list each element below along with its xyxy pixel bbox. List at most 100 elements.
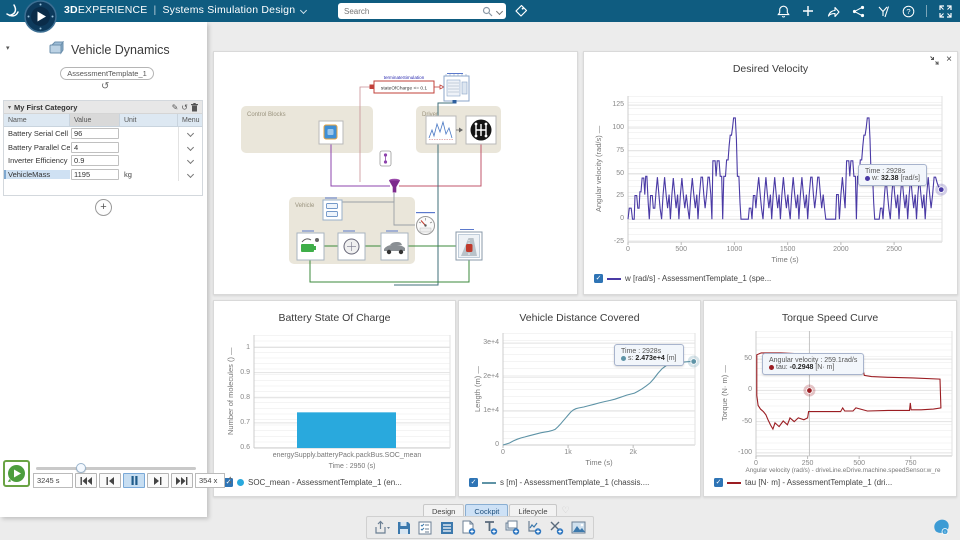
run-simulation-button[interactable] (3, 460, 30, 487)
chevron-down-icon[interactable] (300, 6, 308, 14)
search-bar[interactable] (338, 3, 506, 19)
notifications-icon[interactable] (776, 4, 790, 18)
axis-tick: 125 (612, 101, 624, 109)
y-axis-label: Torque (N· m) — (720, 365, 729, 422)
parameter-value-input[interactable] (71, 168, 119, 180)
parameter-row-selected: VehicleMass kg (4, 167, 202, 181)
restore-panel-icon[interactable] (930, 55, 940, 65)
column-value[interactable]: Value (70, 114, 120, 127)
export-icon[interactable] (374, 520, 390, 536)
skip-to-end-button[interactable] (171, 473, 193, 488)
wire-speedsensor (393, 202, 415, 226)
search-icon[interactable] (482, 6, 493, 17)
row-menu-icon[interactable] (186, 130, 195, 138)
vehicle-distance-chart[interactable] (459, 301, 702, 498)
add-document-icon[interactable] (461, 520, 476, 536)
legend[interactable]: ✓ s [m] - AssessmentTemplate_1 (chassis.… (469, 478, 649, 487)
add-curve-icon[interactable] (549, 520, 564, 536)
series-bar (297, 412, 396, 448)
axis-tick: 2000 (833, 246, 849, 253)
add-icon[interactable] (801, 4, 815, 18)
legend-checkbox[interactable]: ✓ (714, 478, 723, 487)
tab-lifecycle[interactable]: Lifecycle (509, 504, 557, 517)
brand-3d: 3D (64, 4, 78, 16)
model-diagram-panel: Control Blocks Driver Vehicle terminateS… (213, 51, 578, 295)
category-header[interactable]: ▾ My First Category ✎ ↺ (4, 101, 202, 114)
category-reset-icon[interactable]: ↺ (181, 102, 188, 112)
pause-button[interactable] (123, 473, 145, 488)
speed-stepper[interactable]: ▲ ▼ (228, 475, 233, 485)
legend[interactable]: ✓ SOC_mean - AssessmentTemplate_1 (en... (224, 478, 402, 487)
axis-tick: 0.6 (240, 444, 250, 451)
share-icon[interactable] (826, 4, 840, 18)
legend-checkbox[interactable]: ✓ (224, 478, 233, 487)
battery-bus-block[interactable] (322, 199, 343, 221)
save-icon[interactable] (397, 520, 411, 536)
fullscreen-icon[interactable] (938, 4, 952, 18)
add-text-icon[interactable] (483, 520, 498, 536)
y-axis-label: Length (m) — (473, 366, 482, 412)
legend[interactable]: ✓ w [rad/s] - AssessmentTemplate_1 (spe.… (594, 274, 771, 283)
help-icon[interactable]: ? (901, 4, 915, 18)
reset-icon[interactable]: ↺ (101, 81, 110, 92)
slider-handle[interactable] (76, 463, 86, 473)
trash-icon[interactable] (191, 102, 198, 112)
3ds-logo[interactable] (5, 3, 22, 20)
add-chart-icon[interactable] (527, 520, 542, 536)
row-menu-icon[interactable] (186, 157, 195, 165)
legend-checkbox[interactable]: ✓ (469, 478, 478, 487)
chart-title: Battery State Of Charge (278, 312, 391, 324)
model-diagram[interactable]: Control Blocks Driver Vehicle terminateS… (214, 52, 577, 294)
share-network-icon[interactable] (851, 4, 865, 18)
group-label: Control Blocks (247, 112, 286, 118)
skip-to-start-button[interactable] (75, 473, 97, 488)
image-icon[interactable] (571, 520, 586, 536)
category-collapse-icon[interactable]: ▾ (8, 104, 12, 111)
add-parameter-button[interactable]: + (95, 199, 112, 216)
speed-field[interactable]: 354 x (195, 473, 225, 488)
3dexperience-compass[interactable] (24, 0, 57, 33)
axis-tick: 3e+4 (483, 339, 499, 347)
time-field[interactable]: 3245 s (33, 473, 73, 488)
list-icon[interactable] (440, 520, 454, 536)
column-name[interactable]: Name (4, 114, 70, 127)
favorite-icon[interactable]: ♡ (561, 505, 570, 515)
timeline-slider[interactable] (36, 463, 196, 473)
assessment-template-button[interactable]: AssessmentTemplate_1 (60, 67, 154, 80)
axis-tick: 0.8 (240, 393, 250, 401)
tab-cockpit[interactable]: Cockpit (465, 504, 509, 517)
parameter-name: Battery Serial Cell (8, 129, 69, 139)
brand-divider: | (153, 4, 157, 16)
parameter-value-input[interactable] (71, 141, 119, 153)
legend[interactable]: ✓ tau [N· m] - AssessmentTemplate_1 (dri… (714, 478, 892, 487)
add-sheet-icon[interactable] (505, 520, 520, 536)
sidebar-collapse-icon[interactable]: ▾ (6, 45, 10, 52)
marker-dot (690, 358, 697, 365)
close-panel-icon[interactable]: × (946, 54, 952, 65)
battery-soc-chart[interactable] (214, 301, 457, 498)
bus-connector[interactable] (379, 150, 392, 167)
desired-velocity-panel: × Desired Velocity Angular velocity (rad… (583, 51, 958, 295)
tag-icon[interactable] (514, 4, 528, 18)
parameter-value-input[interactable] (71, 128, 119, 140)
edit-icon[interactable]: ✎ (171, 102, 179, 112)
parameter-value-input[interactable] (71, 155, 119, 167)
checklist-icon[interactable] (418, 520, 432, 536)
step-forward-button[interactable] (147, 473, 169, 488)
column-unit[interactable]: Unit (120, 114, 178, 127)
collaboration-icon[interactable] (876, 4, 890, 18)
step-back-button[interactable] (99, 473, 121, 488)
row-menu-icon[interactable] (186, 170, 195, 178)
search-input[interactable] (342, 5, 482, 17)
search-scope-chevron-icon[interactable] (495, 7, 504, 15)
desired-velocity-chart[interactable] (584, 52, 959, 296)
tab-design[interactable]: Design (423, 504, 465, 517)
axis-tick: 0 (748, 386, 752, 394)
view-tabs: Design Cockpit Lifecycle ♡ (423, 504, 570, 517)
app-breadcrumb[interactable]: 3DEXPERIENCE | Systems Simulation Design (64, 4, 308, 16)
svg-text:?: ? (906, 7, 910, 16)
assistant-notification-icon[interactable]: i (932, 518, 950, 536)
row-menu-icon[interactable] (186, 143, 195, 151)
legend-checkbox[interactable]: ✓ (594, 274, 603, 283)
edrive-block[interactable] (337, 232, 366, 261)
